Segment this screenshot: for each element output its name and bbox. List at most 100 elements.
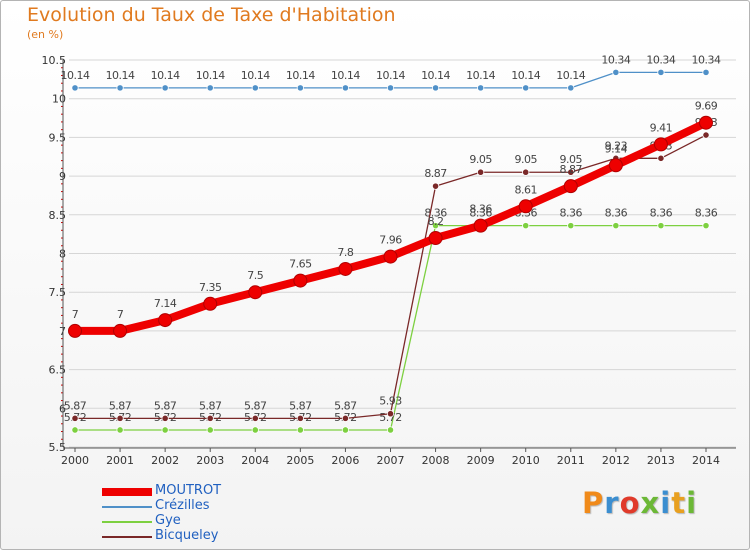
data-point	[341, 426, 350, 434]
data-label: 5.87	[154, 399, 177, 412]
data-point	[296, 84, 304, 92]
data-point	[161, 414, 169, 422]
data-point	[518, 199, 533, 214]
data-label: 5.87	[64, 399, 87, 412]
data-label: 8.36	[650, 207, 673, 220]
data-label: 9.14	[605, 142, 628, 155]
data-point	[71, 414, 79, 422]
data-label: 7.5	[247, 269, 263, 282]
data-label: 10.14	[511, 69, 540, 82]
logo-letter: i	[660, 486, 672, 520]
data-label: 5.87	[334, 399, 357, 412]
data-point	[71, 84, 79, 92]
data-label: 10.14	[106, 69, 135, 82]
data-label: 10.14	[331, 69, 360, 82]
logo-letter: x	[640, 486, 661, 520]
data-point	[431, 182, 440, 190]
logo-letter: i	[686, 486, 698, 520]
data-point	[386, 410, 395, 418]
data-label: 5.93	[379, 395, 402, 408]
data-label: 9.05	[514, 153, 537, 166]
data-point	[248, 285, 263, 300]
x-tick-label: 2006	[331, 454, 359, 467]
data-point	[431, 222, 440, 230]
legend-label: Bicqueley	[155, 528, 219, 543]
legend-swatch	[102, 488, 152, 496]
data-label: 8.87	[560, 163, 583, 176]
data-label: 10.14	[196, 69, 225, 82]
data-point	[341, 414, 350, 422]
data-point	[522, 84, 530, 92]
legend-label: Gye	[155, 513, 181, 528]
data-point	[657, 222, 665, 230]
data-point	[699, 115, 713, 130]
data-point	[206, 426, 214, 434]
data-point	[338, 261, 353, 276]
data-point	[161, 84, 169, 92]
data-point	[567, 84, 575, 92]
data-point	[428, 231, 443, 246]
x-tick-label: 2000	[61, 454, 89, 467]
data-label: 9.41	[650, 121, 673, 134]
data-label: 5.87	[244, 399, 267, 412]
data-point	[116, 426, 124, 434]
data-label: 8.2	[428, 215, 444, 228]
data-label: 7.35	[199, 281, 222, 294]
data-point	[386, 84, 395, 92]
data-point	[296, 414, 304, 422]
data-point	[522, 168, 530, 176]
data-point	[113, 323, 128, 338]
data-label: 8.36	[695, 207, 718, 220]
data-label: 9.69	[695, 100, 718, 113]
data-point	[68, 323, 82, 338]
logo-letter: r	[604, 486, 620, 520]
data-label: 10.14	[376, 69, 405, 82]
x-tick-label: 2012	[602, 454, 630, 467]
x-tick-label: 2010	[512, 454, 540, 467]
chart-title: Evolution du Taux de Taxe d'Habitation	[27, 4, 396, 26]
y-tick-label: 5.5	[49, 441, 67, 454]
series-line-bicqueley	[74, 134, 707, 420]
data-label: 7.14	[154, 297, 177, 310]
legend-label: MOUTROT	[155, 483, 222, 498]
data-label: 9.05	[560, 153, 583, 166]
data-label: 8.87	[424, 167, 447, 180]
data-point	[116, 84, 124, 92]
x-tick-label: 2008	[422, 454, 450, 467]
data-label: 7.65	[289, 258, 312, 271]
data-label: 5.87	[109, 399, 132, 412]
data-point	[477, 84, 485, 92]
data-label: 10.14	[466, 69, 495, 82]
x-tick-label: 2003	[196, 454, 224, 467]
data-point	[251, 426, 259, 434]
x-tick-label: 2013	[647, 454, 675, 467]
data-point	[477, 168, 485, 176]
data-label: 7.8	[337, 246, 353, 259]
data-label: 8.36	[560, 207, 583, 220]
x-tick-label: 2004	[241, 454, 269, 467]
y-tick-label: 10.5	[42, 54, 67, 67]
data-label: 7	[72, 308, 79, 321]
data-label: 8.36	[469, 203, 492, 216]
x-tick-label: 2002	[151, 454, 179, 467]
logo-letter: P	[582, 486, 605, 520]
data-label: 10.34	[601, 53, 630, 66]
data-point	[563, 179, 578, 194]
data-point	[473, 218, 488, 233]
data-point	[383, 249, 398, 264]
x-tick-label: 2001	[106, 454, 134, 467]
data-point	[653, 137, 668, 152]
data-label: 10.14	[61, 69, 90, 82]
data-point	[702, 131, 710, 139]
legend-swatch	[102, 536, 152, 538]
x-tick-label: 2005	[286, 454, 314, 467]
legend-swatch	[102, 521, 152, 523]
data-label: 8.36	[605, 207, 628, 220]
y-tick-label: 10	[52, 93, 66, 106]
x-tick-label: 2007	[377, 454, 405, 467]
y-tick-label: 6.5	[49, 364, 67, 377]
data-label: 10.14	[241, 69, 270, 82]
data-label: 7.96	[379, 234, 402, 247]
